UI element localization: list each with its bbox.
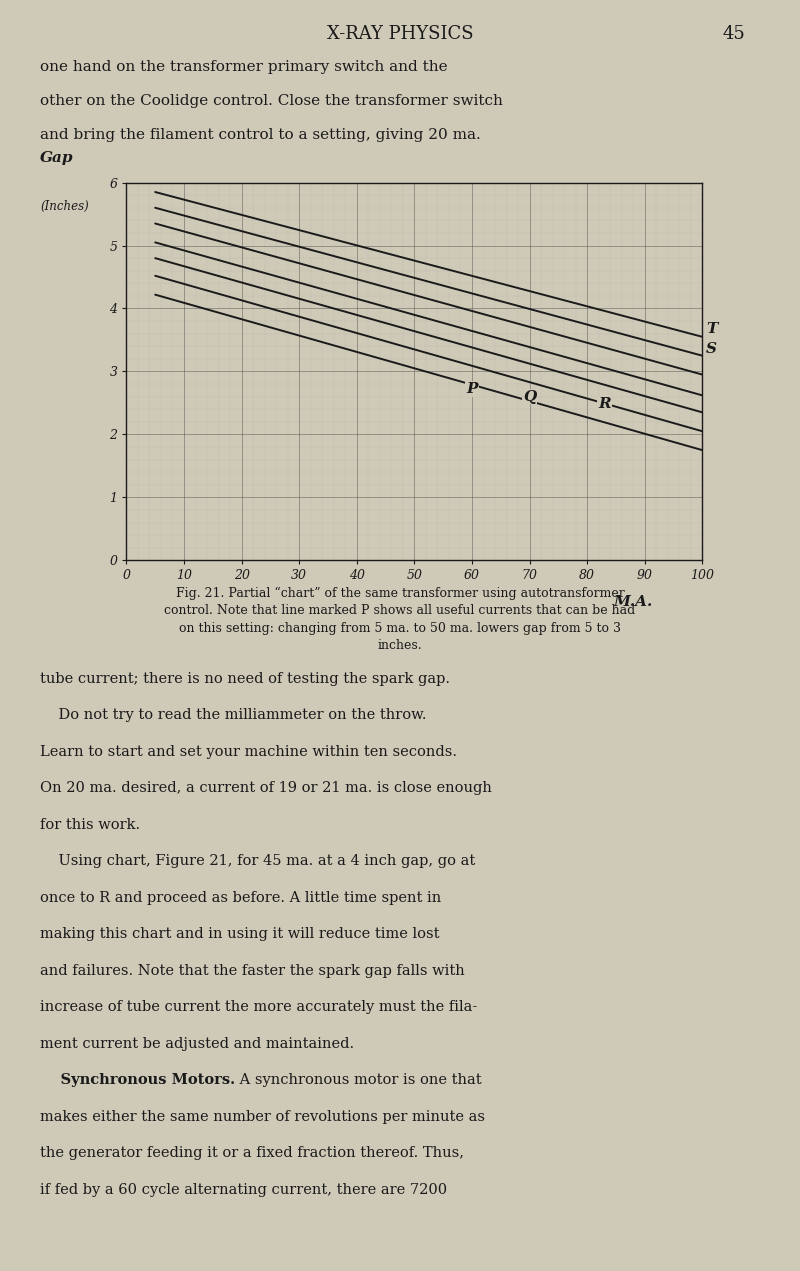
Text: other on the Coolidge control. Close the transformer switch: other on the Coolidge control. Close the… (40, 94, 503, 108)
Text: On 20 ma. desired, a current of 19 or 21 ma. is close enough: On 20 ma. desired, a current of 19 or 21… (40, 782, 492, 796)
Text: one hand on the transformer primary switch and the: one hand on the transformer primary swit… (40, 60, 448, 74)
Text: the generator feeding it or a fixed fraction thereof. Thus,: the generator feeding it or a fixed frac… (40, 1146, 464, 1160)
Text: and failures. Note that the faster the spark gap falls with: and failures. Note that the faster the s… (40, 963, 465, 977)
Text: 45: 45 (723, 25, 746, 43)
Text: M.A.: M.A. (614, 596, 653, 610)
Text: Do not try to read the milliammeter on the throw.: Do not try to read the milliammeter on t… (40, 708, 426, 722)
Text: S: S (706, 342, 717, 356)
Text: increase of tube current the more accurately must the fila-: increase of tube current the more accura… (40, 1000, 478, 1014)
Text: if fed by a 60 cycle alternating current, there are 7200: if fed by a 60 cycle alternating current… (40, 1183, 447, 1197)
Text: Synchronous Motors.: Synchronous Motors. (40, 1074, 235, 1088)
Text: Fig. 21. Partial “chart” of the same transformer using autotransformer
control. : Fig. 21. Partial “chart” of the same tra… (164, 587, 636, 652)
Text: making this chart and in using it will reduce time lost: making this chart and in using it will r… (40, 928, 439, 942)
Text: makes either the same number of revolutions per minute as: makes either the same number of revoluti… (40, 1110, 485, 1124)
Text: Gap: Gap (40, 151, 74, 165)
Text: A synchronous motor is one that: A synchronous motor is one that (235, 1074, 482, 1088)
Text: (Inches): (Inches) (40, 200, 89, 214)
Text: X-RAY PHYSICS: X-RAY PHYSICS (326, 25, 474, 43)
Text: T: T (706, 322, 718, 336)
Text: Using chart, Figure 21, for 45 ma. at a 4 inch gap, go at: Using chart, Figure 21, for 45 ma. at a … (40, 854, 475, 868)
Text: tube current; there is no need of testing the spark gap.: tube current; there is no need of testin… (40, 672, 450, 686)
Text: once to R and proceed as before. A little time spent in: once to R and proceed as before. A littl… (40, 891, 442, 905)
Text: and bring the filament control to a setting, giving 20 ma.: and bring the filament control to a sett… (40, 128, 481, 142)
Text: for this work.: for this work. (40, 817, 140, 831)
Text: Learn to start and set your machine within ten seconds.: Learn to start and set your machine with… (40, 745, 457, 759)
Text: ment current be adjusted and maintained.: ment current be adjusted and maintained. (40, 1037, 354, 1051)
